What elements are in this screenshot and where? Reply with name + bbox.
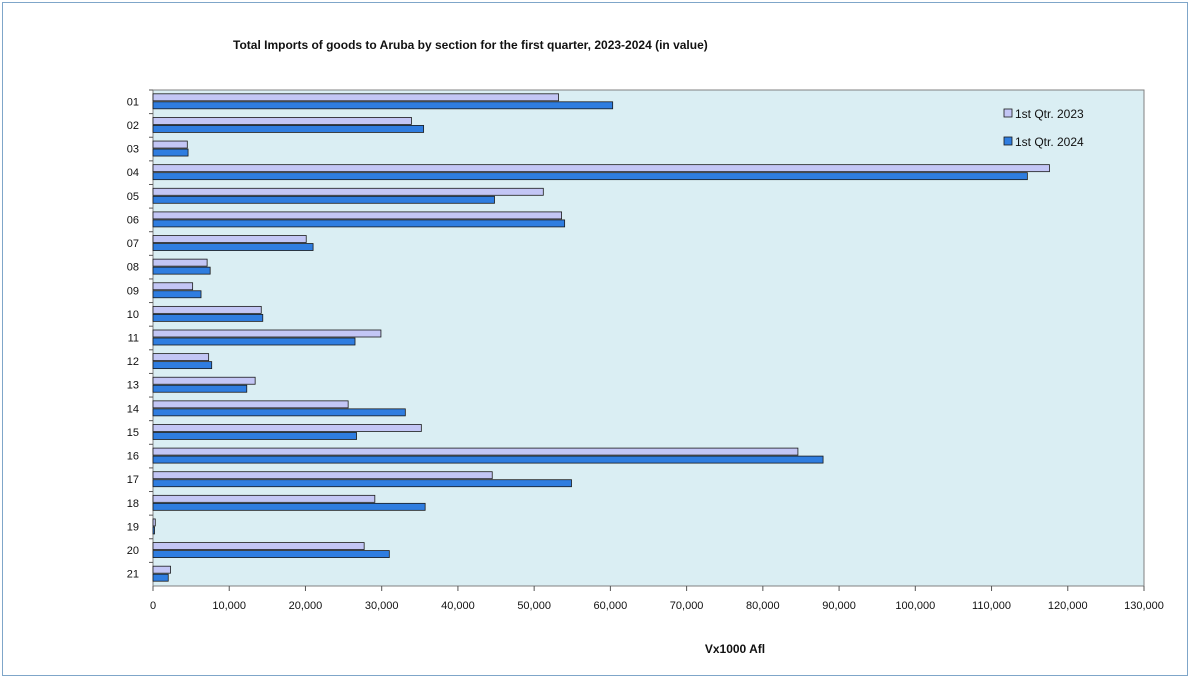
bar-11-series-2: [152, 337, 356, 346]
y-tick-label-07: 07: [127, 238, 139, 250]
bar-16-series-1: [152, 447, 799, 456]
x-tick-label: 90,000: [822, 600, 856, 612]
x-tick-label: 40,000: [441, 600, 475, 612]
y-tick-label-02: 02: [127, 120, 139, 132]
bar-15-series-2: [152, 432, 357, 440]
bar-21-series-1: [152, 565, 171, 574]
y-tick-label-06: 06: [127, 214, 139, 226]
y-tick-label-20: 20: [127, 545, 139, 557]
bar-20-series-1: [152, 542, 365, 550]
bar-06-series-2: [152, 219, 566, 228]
y-tick-label-01: 01: [127, 96, 139, 108]
y-tick-label-10: 10: [127, 309, 139, 321]
bar-18-series-1: [152, 494, 376, 503]
x-tick-label: 30,000: [365, 600, 399, 612]
bar-03-series-2: [152, 148, 189, 157]
legend-label-1: 1st Qtr. 2023: [1015, 107, 1084, 121]
bar-07-series-2: [152, 243, 314, 251]
bars-layer: [152, 93, 1050, 582]
x-tick-label: 100,000: [895, 600, 935, 612]
x-tick-label: 50,000: [517, 600, 551, 612]
bar-16-series-2: [152, 455, 824, 464]
bar-17-series-2: [152, 479, 572, 488]
y-axis: 01 02 03 04 05 06 07 08 09 10 11 12 13 14 15 16 17 18 19 20…: [127, 89, 153, 581]
y-tick-label-17: 17: [127, 474, 139, 486]
bar-08-series-2: [152, 266, 211, 275]
chart-title: Total Imports of goods to Aruba by secti…: [233, 38, 708, 52]
y-tick-label-15: 15: [127, 427, 139, 439]
y-tick-label-21: 21: [127, 569, 139, 581]
y-tick-label-19: 19: [127, 521, 139, 533]
y-tick-label-09: 09: [127, 285, 139, 297]
bar-07-series-1: [152, 235, 307, 243]
bar-09-series-2: [152, 290, 202, 299]
bar-19-series-1: [152, 518, 156, 527]
y-tick-label-08: 08: [127, 262, 139, 274]
x-tick-label: 130,000: [1124, 600, 1164, 612]
x-tick-label: 80,000: [746, 600, 780, 612]
bar-14-series-1: [152, 400, 349, 409]
bar-08-series-1: [152, 258, 208, 267]
bar-02-series-1: [152, 117, 412, 125]
y-tick-label-13: 13: [127, 380, 139, 392]
bar-18-series-2: [152, 502, 426, 511]
y-tick-label-05: 05: [127, 191, 139, 203]
legend-swatch-2: [1003, 136, 1013, 146]
x-tick-label: 120,000: [1048, 600, 1088, 612]
x-tick-label: 60,000: [594, 600, 628, 612]
legend-swatch-1: [1003, 108, 1013, 118]
x-axis-label: Vx1000 Afl: [705, 642, 765, 656]
bar-12-series-1: [152, 353, 210, 362]
bar-12-series-2: [152, 361, 213, 370]
bar-09-series-1: [152, 282, 194, 291]
bar-10-series-1: [152, 305, 262, 314]
bar-03-series-1: [152, 140, 188, 149]
bar-13-series-2: [152, 384, 248, 393]
y-tick-label-16: 16: [127, 451, 139, 463]
bar-04-series-2: [152, 172, 1028, 181]
bar-10-series-2: [152, 313, 264, 322]
bar-01-series-2: [152, 101, 614, 110]
bar-02-series-2: [152, 125, 425, 133]
bar-17-series-1: [152, 471, 493, 480]
y-tick-label-18: 18: [127, 498, 139, 510]
x-tick-label: 20,000: [289, 600, 323, 612]
bar-05-series-1: [152, 187, 544, 196]
y-tick-label-03: 03: [127, 144, 139, 156]
legend: 1st Qtr. 2023 1st Qtr. 2024: [1003, 107, 1084, 149]
x-tick-label: 10,000: [212, 600, 246, 612]
y-tick-label-04: 04: [127, 167, 139, 179]
x-tick-label: 0: [150, 600, 156, 612]
legend-label-2: 1st Qtr. 2024: [1015, 135, 1084, 149]
x-tick-label: 110,000: [972, 600, 1011, 612]
bar-15-series-1: [152, 424, 422, 432]
y-tick-label-14: 14: [127, 403, 139, 415]
x-tick-label: 70,000: [670, 600, 704, 612]
bar-04-series-1: [152, 164, 1050, 173]
bar-20-series-2: [152, 550, 390, 558]
bar-21-series-2: [152, 573, 169, 582]
bar-13-series-1: [152, 376, 256, 385]
bar-14-series-2: [152, 408, 406, 417]
bar-01-series-1: [152, 93, 559, 102]
y-tick-label-12: 12: [127, 356, 139, 368]
x-axis: 0 10,000 20,000 30,000 40,000 50,000 60,000 70,…: [150, 586, 1164, 612]
bar-19-series-2: [152, 526, 155, 535]
bar-05-series-2: [152, 195, 495, 204]
y-tick-label-11: 11: [128, 333, 139, 345]
bar-11-series-1: [152, 329, 382, 338]
bar-06-series-1: [152, 211, 562, 220]
